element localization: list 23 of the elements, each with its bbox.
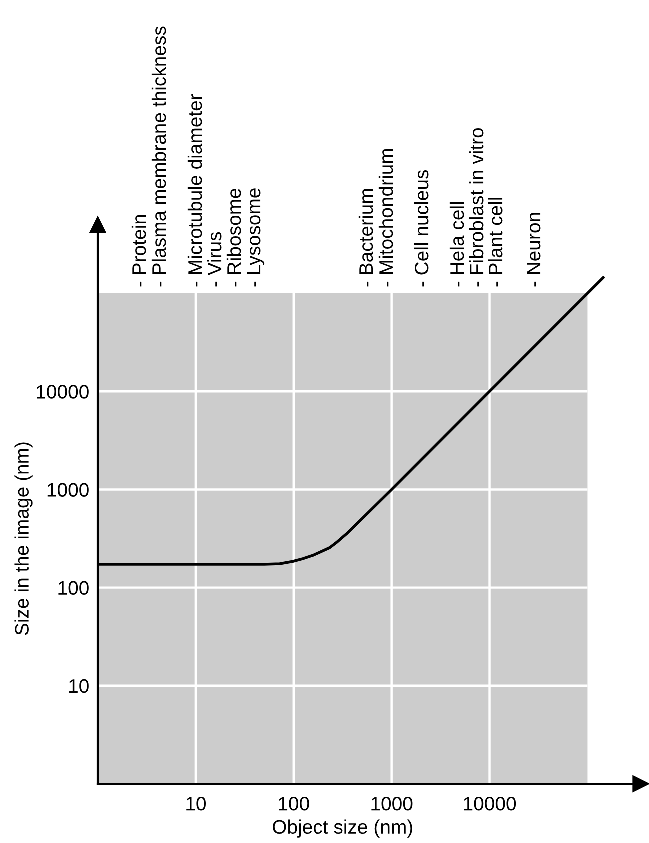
annotation: - Fibroblast in vitro bbox=[469, 128, 484, 287]
annotation: - Bacterium bbox=[358, 189, 374, 287]
y-tick-label: 1000 bbox=[48, 483, 89, 497]
annotation: - Cell nucleus bbox=[414, 170, 429, 287]
x-tick-label: 100 bbox=[279, 797, 310, 811]
x-tick-label: 10 bbox=[186, 797, 206, 811]
annotation: - Protein bbox=[132, 215, 146, 287]
annotation: - Mitochondrium bbox=[378, 149, 394, 287]
annotation: - Neuron bbox=[527, 213, 541, 287]
y-tick-label: 10 bbox=[70, 679, 89, 694]
annotation: - Virus bbox=[207, 232, 222, 287]
annotation: - Microtubule diameter bbox=[188, 94, 202, 287]
x-tick-label: 1000 bbox=[372, 797, 413, 811]
annotation: - Lysosome bbox=[247, 188, 265, 287]
annotation: - Hela cell bbox=[450, 202, 464, 287]
annotation: - Plant cell bbox=[488, 198, 503, 287]
annotation: - Ribosome bbox=[226, 189, 242, 287]
y-tick-label: 10000 bbox=[37, 385, 89, 399]
x-tick-label: 10000 bbox=[464, 797, 516, 811]
y-axis-title: Size in the image (nm) bbox=[14, 442, 33, 636]
x-axis-title: Object size (nm) bbox=[273, 820, 412, 838]
annotation: - Plasma membrane thickness bbox=[152, 26, 166, 287]
y-tick-label: 100 bbox=[58, 581, 89, 596]
